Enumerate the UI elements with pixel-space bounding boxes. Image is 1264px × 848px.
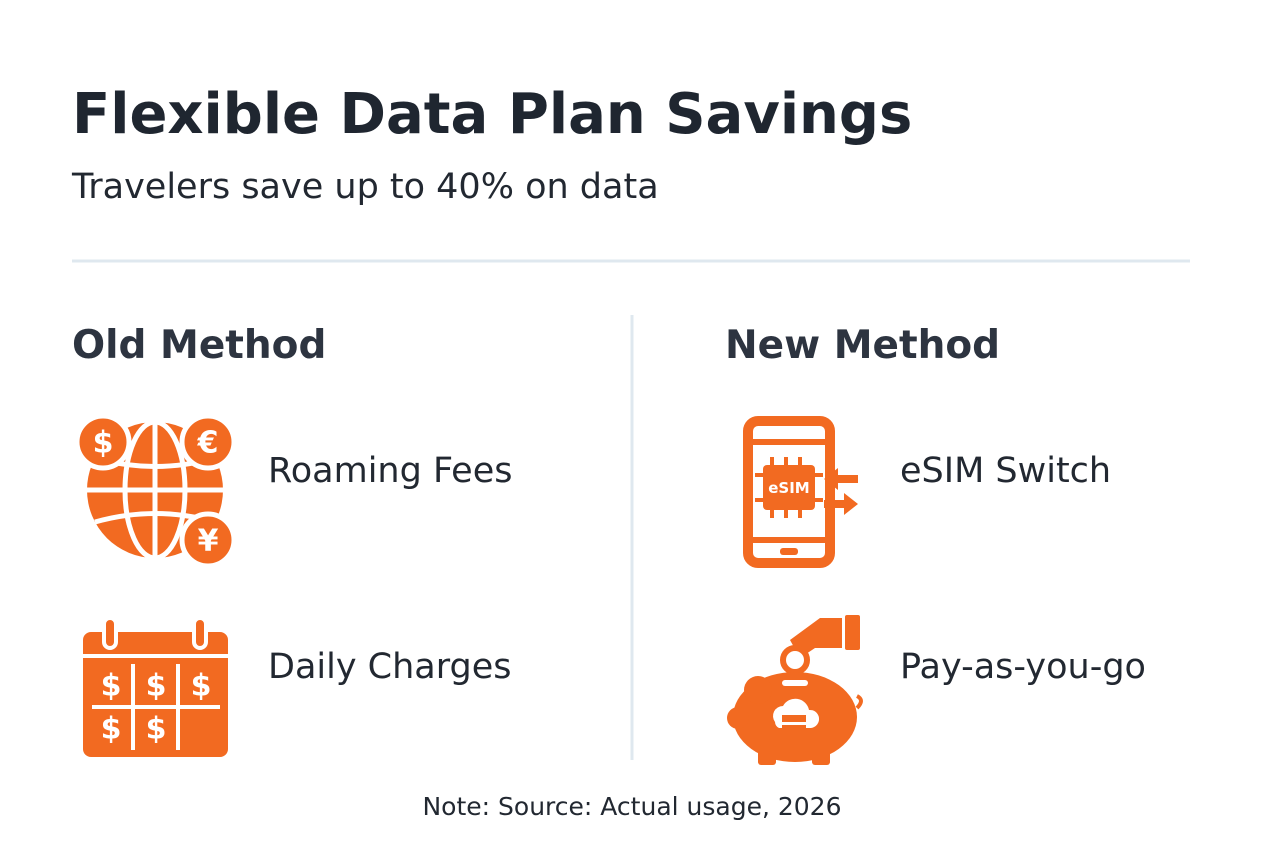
calendar-icon-part [83,632,228,757]
globe-icon-part [179,413,237,471]
note: Note: Source: Actual usage, 2026 [422,792,841,821]
icon-symbol: $ [93,426,114,461]
icon-symbol: ¥ [198,524,219,559]
icon-symbol: $ [146,712,167,747]
icon-symbol: € [197,426,219,461]
piggy-bank-icon-part [744,676,772,704]
piggy-bank-icon-part [780,645,810,675]
item-label: eSIM Switch [900,451,1111,491]
piggy-bank-icon-part [758,745,776,765]
globe-icon-part [179,511,237,569]
piggy-bank-icon-part [855,694,863,710]
piggy-bank-icon-part [782,680,808,686]
piggy-bank-icon-part [782,725,806,732]
subtitle: Travelers save up to 40% on data [71,167,659,207]
calendar-icon-part [192,616,208,650]
icon-symbol: $ [101,669,122,704]
piggy-bank-icon-part [727,707,749,729]
calendar-icon-part [102,616,118,650]
title: Flexible Data Plan Savings [72,82,912,147]
item-label: Daily Charges [268,647,512,687]
phone-icon-part [824,493,858,515]
phone-icon: eSIM [743,416,858,568]
item-label: Pay-as-you-go [900,647,1146,687]
piggy-bank-icon-part [782,715,806,722]
icon-symbol: $ [146,669,167,704]
globe-icon-part [74,413,132,471]
icon-symbol: eSIM [768,479,809,497]
piggy-bank-icon [727,615,863,765]
globe-icon: $ € ¥ [74,413,237,569]
phone-icon-part [763,465,815,510]
icon-symbol: $ [101,712,122,747]
column-heading: New Method [725,323,1000,368]
phone-icon-part [780,548,798,555]
phone-icon-part [824,468,858,490]
icon-symbol: $ [191,669,212,704]
column-heading: Old Method [72,323,326,368]
calendar-icon: $ $ $ $ $ [83,616,228,757]
calendar-icon-part [92,664,220,750]
item-label: Roaming Fees [268,451,512,491]
piggy-bank-icon-part [812,745,830,765]
piggy-bank-icon-part [845,615,860,650]
